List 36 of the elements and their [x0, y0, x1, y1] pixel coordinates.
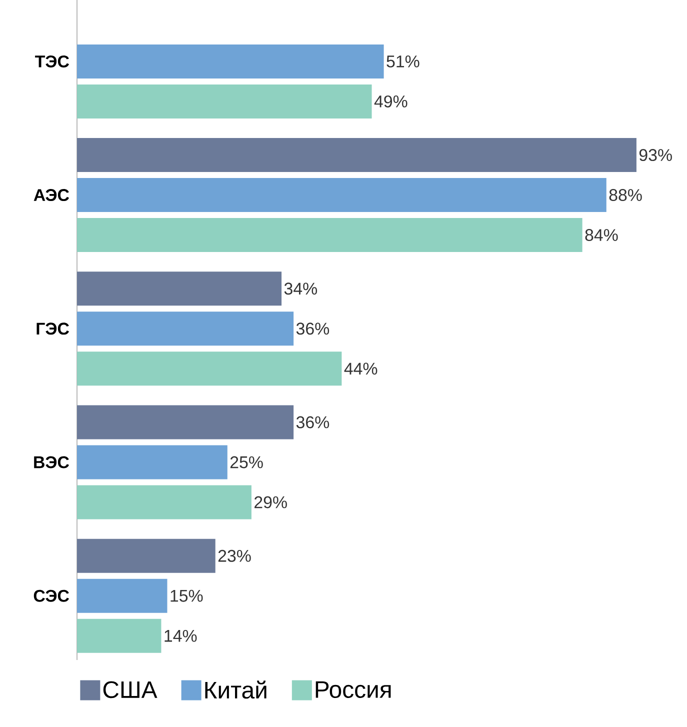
bar: [77, 138, 636, 172]
bar: [77, 405, 294, 440]
data-label: 88%: [609, 189, 642, 202]
bar: [77, 485, 252, 520]
y-tick-label: ТЭС: [35, 55, 70, 68]
data-label: 14%: [164, 630, 197, 642]
data-label: 25%: [230, 456, 263, 468]
data-label: 34%: [284, 282, 318, 295]
y-tick-label: ГЭС: [36, 322, 70, 335]
data-label: 84%: [585, 229, 618, 242]
y-tick-label: АЭС: [34, 189, 70, 202]
data-label: 51%: [386, 55, 420, 68]
bar: [77, 538, 216, 573]
y-tick-label: СЭС: [34, 590, 70, 602]
legend-label: США: [103, 681, 158, 698]
bar: [77, 218, 582, 252]
data-label: 93%: [639, 149, 672, 162]
data-label: 36%: [296, 322, 330, 335]
data-label: 15%: [170, 590, 203, 602]
bar: [77, 178, 606, 212]
bar: [77, 445, 228, 480]
bar: [77, 352, 342, 386]
bar: [77, 578, 168, 613]
data-label: 23%: [218, 550, 251, 562]
data-label: 49%: [374, 95, 408, 108]
data-label: 36%: [296, 416, 330, 428]
bar: [77, 272, 282, 306]
legend-label: Россия: [316, 681, 391, 698]
bar: [77, 84, 372, 118]
legend-label: Китай: [205, 680, 266, 699]
data-label: 44%: [344, 362, 378, 375]
bar: [77, 44, 384, 78]
y-tick-label: ВЭС: [34, 456, 70, 468]
data-label: 29%: [254, 496, 287, 508]
bar: [77, 312, 294, 346]
bar: [77, 618, 162, 653]
